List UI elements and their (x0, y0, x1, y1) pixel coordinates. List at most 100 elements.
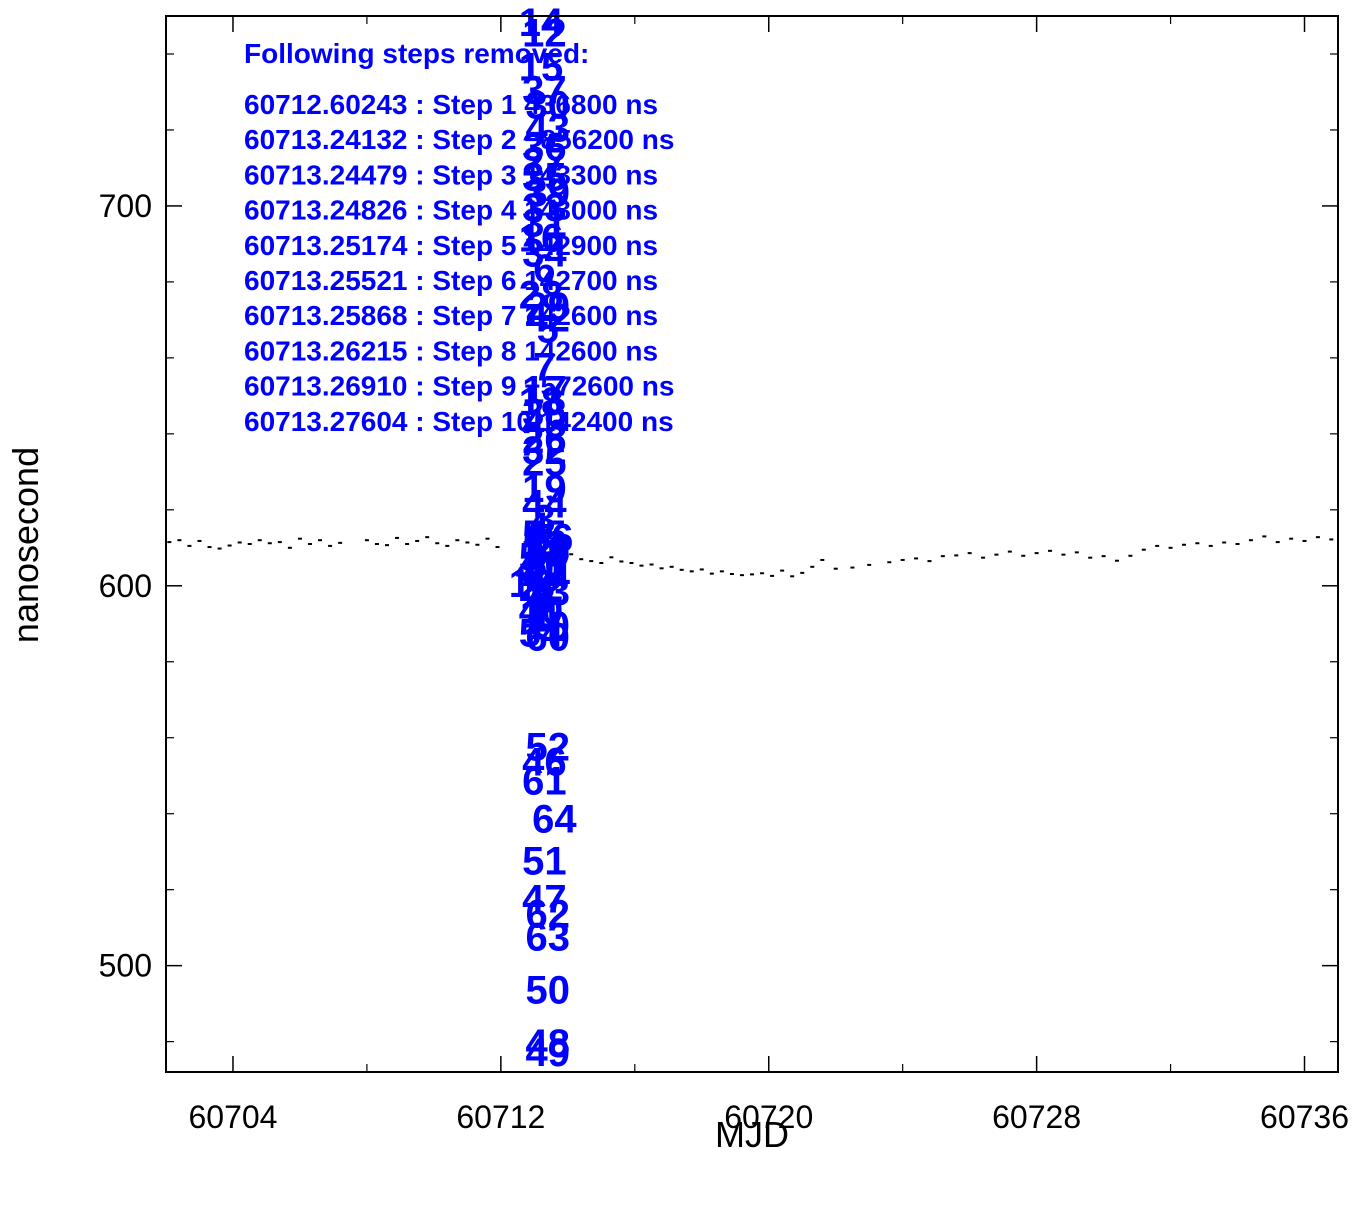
data-point (629, 561, 634, 564)
data-point (435, 542, 440, 545)
data-point (465, 541, 470, 544)
step-marker-label: 14 (519, 1, 564, 45)
step-note-line: 60713.24826 : Step 4 143000 ns (244, 195, 658, 226)
step-marker-label: 10 (525, 604, 570, 648)
step-marker-label: 6 (533, 247, 555, 291)
data-point (1034, 552, 1039, 555)
y-tick-label: 500 (99, 948, 152, 984)
step-marker-label: 42 (525, 296, 570, 340)
step-note-line: 60713.25868 : Step 7 142600 ns (244, 300, 658, 331)
step-note-line: 60713.25174 : Step 5 142900 ns (244, 230, 658, 261)
data-point (739, 574, 744, 577)
step-marker-label: 18 (519, 380, 564, 424)
step-marker-label: 59 (525, 532, 570, 576)
x-tick-label: 60720 (724, 1099, 813, 1135)
step-marker-label: 56 (529, 517, 574, 561)
data-point (1181, 543, 1186, 546)
data-point (425, 536, 430, 539)
step-note-line: 60713.25521 : Step 6 142700 ns (244, 265, 658, 296)
step-marker-label: 60 (525, 615, 570, 659)
step-marker-label: 58 (525, 528, 570, 572)
data-point (850, 566, 855, 569)
step-marker-label: 25 (522, 441, 567, 485)
data-point (267, 542, 272, 545)
step-marker-label: 46 (522, 741, 567, 785)
data-point (1329, 538, 1334, 541)
data-point (833, 567, 838, 570)
data-point (257, 539, 262, 542)
data-point (338, 541, 343, 544)
data-point (820, 558, 825, 561)
step-marker-label: 27 (522, 141, 567, 185)
x-tick-label: 60728 (992, 1099, 1081, 1135)
step-marker-label: 8 (533, 577, 555, 621)
data-point (318, 539, 323, 542)
y-tick-label: 700 (99, 188, 152, 224)
step-marker-label: 33 (522, 186, 567, 230)
plot-frame (165, 15, 1339, 1073)
step-marker-label: 55 (522, 513, 567, 557)
data-point (1315, 536, 1320, 539)
data-point (729, 573, 734, 576)
data-point (770, 574, 775, 577)
step-marker-label: 28 (519, 273, 564, 317)
step-note-line: 60713.27604 : Step 10 142400 ns (244, 406, 674, 437)
data-point (207, 546, 212, 549)
data-point (760, 572, 765, 575)
data-point (405, 543, 410, 545)
data-point (237, 541, 242, 544)
data-point (1088, 556, 1093, 559)
step-marker-label: 49 (525, 1031, 570, 1075)
data-point (689, 570, 694, 573)
data-point (867, 563, 872, 566)
data-point (217, 547, 222, 550)
data-point (1141, 548, 1146, 551)
step-marker-label: 3 (533, 498, 555, 542)
step-marker-label: 44 (522, 482, 567, 526)
data-point (197, 539, 202, 542)
data-point (1048, 549, 1053, 552)
step-marker-label: 62 (525, 893, 570, 937)
data-point (1248, 539, 1253, 542)
step-marker-label: 45 (522, 403, 567, 447)
data-point (994, 553, 999, 556)
data-point (981, 556, 986, 559)
data-point (277, 541, 282, 544)
step-note-line: 60713.26910 : Step 9 −572600 ns (244, 371, 674, 402)
step-marker-label: 64 (532, 798, 577, 842)
step-marker-label: 57 (519, 536, 564, 580)
step-marker-label: 35 (522, 156, 567, 200)
data-point (1114, 559, 1119, 562)
step-marker-label: 41 (515, 547, 560, 591)
step-marker-label: 7 (533, 346, 555, 390)
data-point (659, 567, 664, 570)
data-point (287, 546, 292, 549)
data-point (619, 560, 624, 563)
data-point (475, 543, 480, 546)
step-removal-notes: Following steps removed: 60712.60243 : S… (244, 38, 674, 437)
x-tick-label: 60736 (1260, 1099, 1349, 1135)
data-point (167, 541, 172, 544)
data-point (750, 573, 754, 576)
step-marker-label: 43 (525, 106, 570, 150)
data-point (609, 556, 614, 559)
step-marker-label: 63 (525, 915, 570, 959)
step-marker-label: 26 (522, 418, 567, 462)
step-marker-label: 38 (522, 391, 567, 435)
step-marker-label: 47 (522, 877, 567, 921)
step-note-line: 60713.24479 : Step 3 143300 ns (244, 159, 658, 190)
data-point (810, 565, 815, 568)
data-point (1074, 551, 1079, 554)
data-point (887, 561, 892, 564)
step-note-line: 60713.26215 : Step 8 142600 ns (244, 335, 658, 366)
step-marker-label: 31 (522, 201, 567, 245)
step-marker-label: 36 (522, 125, 567, 169)
data-point (927, 560, 932, 563)
data-point (579, 558, 584, 561)
step-marker-label: 30 (525, 84, 570, 128)
step-note-line: 60712.60243 : Step 1 436800 ns (244, 89, 658, 120)
data-point (1168, 546, 1173, 549)
data-point (485, 537, 490, 540)
step-marker-label: 61 (522, 760, 567, 804)
step-marker-label: 17 (522, 368, 567, 412)
